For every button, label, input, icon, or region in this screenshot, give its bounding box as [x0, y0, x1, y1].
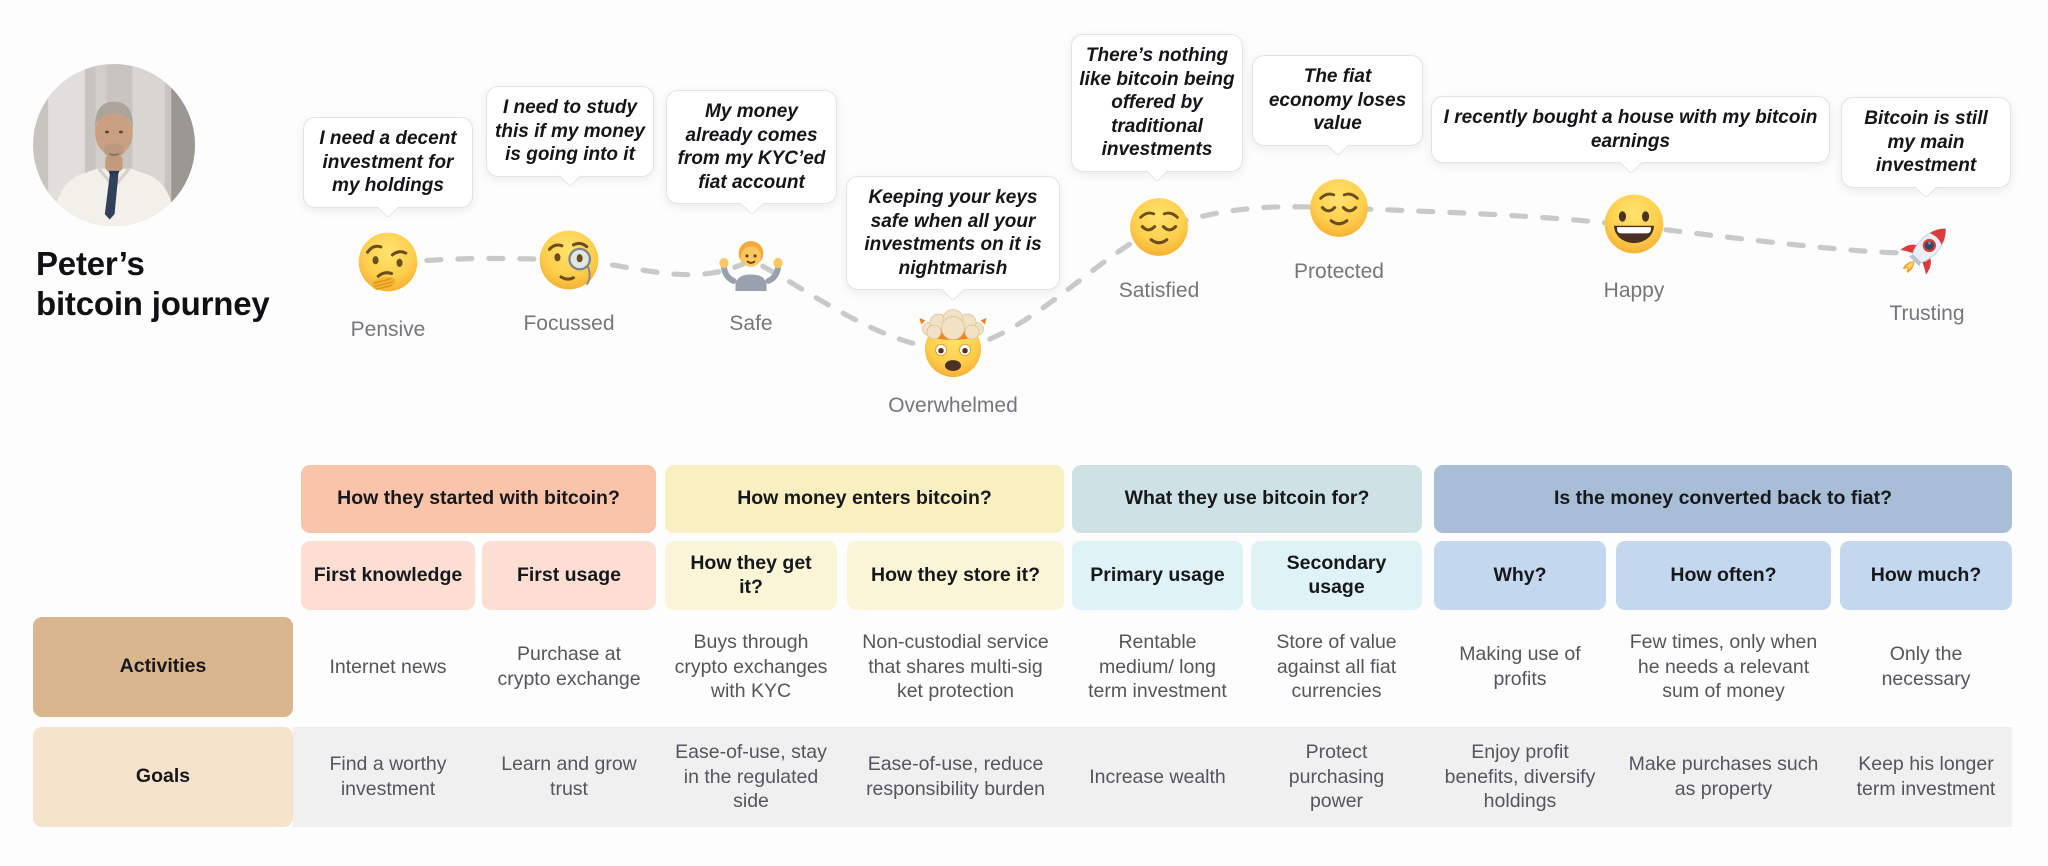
speech-bubble: The fiat economy loses value: [1252, 55, 1423, 146]
stage-label: Trusting: [1889, 302, 1965, 325]
stage-label: Pensive: [350, 318, 426, 341]
activity-cell: Purchase at crypto exchange: [497, 643, 641, 690]
page-title: Peter’s bitcoin journey: [36, 244, 270, 323]
stage-label: Focussed: [523, 312, 615, 335]
goal-cell: Make purchases such as property: [1628, 753, 1819, 800]
column-header-cell: Why?: [1434, 541, 1606, 610]
stage-label: Happy: [1603, 279, 1665, 302]
activity-cell: Internet news: [329, 655, 447, 678]
quote-text: Bitcoin is still my main investment: [1864, 108, 1988, 176]
speech-bubble: My money already comes from my KYC’ed fi…: [666, 90, 837, 204]
goal-cell: Ease-of-use, reduce responsibility burde…: [866, 753, 1045, 800]
goal-cell: Keep his longer term investment: [1856, 753, 1996, 800]
rocket-emoji: [1896, 217, 1958, 279]
goal-cell: Increase wealth: [1089, 765, 1226, 788]
column-header-cell: First knowledge: [301, 541, 475, 610]
activity-cell: Non-custodial service that shares multi-…: [862, 630, 1049, 703]
thinking-face-emoji: [356, 230, 420, 294]
grinning-face-emoji: [1602, 192, 1666, 256]
column-header-cell: How often?: [1616, 541, 1831, 610]
quote-text: Keeping your keys safe when all your inv…: [864, 187, 1042, 279]
group-header-cell: How money enters bitcoin?: [665, 465, 1064, 533]
exploding-head-emoji: [917, 305, 989, 377]
activity-cell: Buys through crypto exchanges with KYC: [674, 630, 828, 703]
activity-cell: Making use of profits: [1459, 643, 1581, 690]
column-header-cell: Secondary usage: [1251, 541, 1422, 610]
page-title-line1: Peter’s: [36, 245, 145, 282]
stage-label: Satisfied: [1118, 279, 1200, 302]
column-header-cell: First usage: [482, 541, 656, 610]
goal-cell: Find a worthy investment: [329, 753, 447, 800]
column-header-cell: Primary usage: [1072, 541, 1243, 610]
speech-bubble: There’s nothing like bitcoin being offer…: [1071, 34, 1243, 172]
column-header-cell: How they get it?: [665, 541, 837, 610]
person-shrugging-emoji: [718, 225, 784, 291]
activity-cell: Few times, only when he needs a relevant…: [1629, 630, 1818, 703]
stage-label: Protected: [1294, 260, 1384, 283]
quote-text: My money already comes from my KYC’ed fi…: [677, 101, 826, 193]
group-header-cell: What they use bitcoin for?: [1072, 465, 1422, 533]
goal-cell: Enjoy profit benefits, diversify holding…: [1444, 740, 1596, 813]
relieved-face-emoji: [1308, 177, 1371, 240]
quote-text: I recently bought a house with my bitcoi…: [1443, 107, 1818, 152]
column-header-cell: How they store it?: [847, 541, 1064, 610]
speech-bubble: Bitcoin is still my main investment: [1841, 97, 2011, 188]
goal-cell: Learn and grow trust: [501, 753, 637, 800]
activity-cell: Only the necessary: [1881, 643, 1971, 690]
goal-cell: Ease-of-use, stay in the regulated side: [675, 740, 827, 813]
monocle-face-emoji: [537, 228, 601, 292]
activity-cell: Rentable medium/ long term investment: [1088, 630, 1227, 703]
goal-cell: Protect purchasing power: [1288, 740, 1385, 813]
group-header-cell: Is the money converted back to fiat?: [1434, 465, 2012, 533]
column-header-cell: How much?: [1840, 541, 2012, 610]
journey-path-line: [393, 204, 1908, 352]
speech-bubble: I need a decent investment for my holdin…: [303, 117, 473, 208]
speech-bubble: Keeping your keys safe when all your inv…: [846, 176, 1060, 290]
speech-bubble: I need to study this if my money is goin…: [486, 86, 654, 177]
page-title-line2: bitcoin journey: [36, 284, 270, 322]
stage-label: Overwhelmed: [888, 394, 1018, 417]
quote-text: I need to study this if my money is goin…: [495, 97, 645, 165]
quote-text: There’s nothing like bitcoin being offer…: [1079, 45, 1235, 160]
row-label-activities: Activities: [33, 617, 293, 717]
relieved-face-emoji: [1128, 196, 1191, 259]
row-label-goals: Goals: [33, 727, 293, 827]
group-header-cell: How they started with bitcoin?: [301, 465, 656, 533]
quote-text: I need a decent investment for my holdin…: [319, 128, 457, 196]
quote-text: The fiat economy loses value: [1268, 66, 1407, 134]
stage-label: Safe: [729, 312, 773, 335]
activity-cell: Store of value against all fiat currenci…: [1276, 630, 1397, 703]
speech-bubble: I recently bought a house with my bitcoi…: [1431, 96, 1830, 163]
goals-row-band: [293, 727, 2012, 827]
